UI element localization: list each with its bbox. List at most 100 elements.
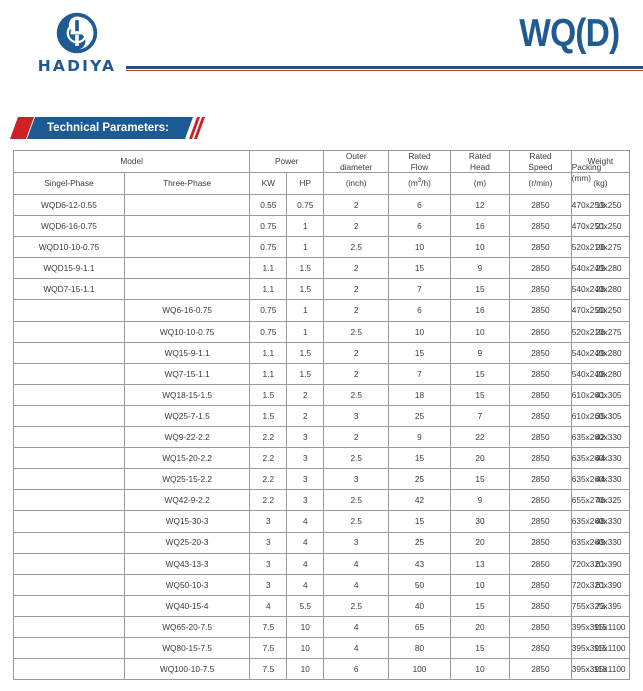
cell-outer-diameter: 3 [323, 404, 390, 428]
cell-rated-speed: 2850 [509, 320, 572, 343]
cell-single-phase [13, 299, 125, 322]
cell-rated-flow: 15 [388, 341, 451, 364]
cell-rated-speed: 2850 [509, 383, 572, 406]
cell-single-phase [13, 510, 125, 533]
column-hp: HP [286, 172, 325, 195]
cell-rated-head: 16 [449, 299, 511, 322]
cell-outer-diameter: 2.5 [323, 489, 390, 512]
cell-weight: 118 [570, 658, 631, 681]
table-header: Model Power Outer diameter Rated Flow Ra… [12, 150, 631, 195]
cell-single-phase [13, 531, 125, 554]
cell-single-phase: WQD6-16-0.75 [13, 215, 125, 238]
cell-kw: 3 [249, 552, 288, 575]
cell-rated-head: 7 [449, 404, 511, 428]
cell-hp: 10 [286, 615, 325, 638]
cell-single-phase [13, 383, 125, 406]
cell-rated-head: 10 [449, 320, 511, 343]
cell-rated-speed: 2850 [509, 236, 572, 259]
cell-weight: 61 [570, 552, 631, 575]
column-single-phase: Singel-Phase [13, 172, 125, 195]
table-row: WQD7-15-1.1 1.1 1.5 2 7 15 2850 540x240x280 28 [13, 278, 631, 301]
rated-flow-line1: Rated [408, 151, 431, 162]
table-row: WQ42-9-2.2 2.2 3 2.5 42 9 2850 655x270x325 46 [13, 489, 631, 512]
cell-rated-flow: 18 [388, 383, 451, 406]
cell-outer-diameter: 6 [323, 658, 390, 681]
cell-outer-diameter: 2.5 [323, 510, 390, 533]
cell-single-phase [13, 573, 125, 596]
table-row: WQD10-10-0.75 0.75 1 2.5 10 10 2850 520x210x275… [13, 236, 631, 259]
cell-hp: 1.5 [286, 341, 325, 364]
cell-kw: 2.2 [249, 489, 288, 512]
cell-kw: 0.75 [249, 215, 288, 238]
cell-single-phase [13, 489, 125, 512]
cell-rated-speed: 2850 [509, 299, 572, 322]
banner-slash-decoration-icon [188, 117, 205, 139]
column-rated-head-title: Rated Head [449, 150, 511, 173]
cell-single-phase [13, 552, 125, 575]
cell-rated-flow: 100 [388, 658, 451, 681]
cell-single-phase: WQD6-12-0.55 [13, 193, 125, 217]
cell-hp: 2 [286, 383, 325, 406]
cell-rated-head: 20 [449, 531, 511, 554]
cell-kw: 7.5 [249, 658, 288, 681]
column-rated-flow-title: Rated Flow [388, 150, 451, 173]
brand-wordmark: HADIYA [37, 57, 117, 75]
cell-three-phase: WQ10-10-0.75 [123, 320, 251, 343]
cell-outer-diameter: 4 [323, 552, 390, 575]
cell-rated-speed: 2850 [509, 636, 572, 660]
column-three-phase: Three-Phase [123, 172, 251, 195]
table-row: WQ25-7-1.5 1.5 2 3 25 7 2850 610x260x305 35 [13, 404, 631, 428]
technical-parameters-table-container: Model Power Outer diameter Rated Flow Ra… [12, 150, 631, 681]
cell-single-phase [13, 320, 125, 343]
cell-outer-diameter: 3 [323, 468, 390, 491]
flow-unit-exponent: 3 [417, 178, 422, 185]
cell-kw: 1.1 [249, 362, 288, 385]
cell-hp: 2 [286, 404, 325, 428]
cell-kw: 1.5 [249, 383, 288, 406]
table-row: WQ6-16-0.75 0.75 1 2 6 16 2850 470x250x250 20 [13, 299, 631, 322]
cell-rated-head: 13 [449, 552, 511, 575]
cell-hp: 1 [286, 236, 325, 259]
cell-hp: 3 [286, 489, 325, 512]
cell-kw: 2.2 [249, 426, 288, 449]
cell-hp: 10 [286, 658, 325, 681]
cell-hp: 1.5 [286, 278, 325, 301]
cell-rated-flow: 6 [388, 193, 451, 217]
cell-kw: 1.5 [249, 404, 288, 428]
cell-three-phase: WQ6-16-0.75 [123, 299, 251, 322]
cell-rated-head: 16 [449, 215, 511, 238]
cell-three-phase [123, 193, 251, 217]
cell-rated-head: 20 [449, 615, 511, 638]
cell-rated-flow: 7 [388, 278, 451, 301]
cell-three-phase: WQ65-20-7.5 [123, 615, 251, 638]
column-outer-diameter-title: Outer diameter [323, 150, 390, 173]
cell-hp: 1 [286, 299, 325, 322]
cell-kw: 7.5 [249, 615, 288, 638]
cell-rated-head: 10 [449, 573, 511, 596]
cell-hp: 5.5 [286, 594, 325, 617]
cell-rated-flow: 25 [388, 468, 451, 491]
table-body: WQD6-12-0.55 0.55 0.75 2 6 12 2850 470x250x250 1… [13, 193, 631, 681]
page-title: WQ(D) [518, 12, 620, 55]
cell-outer-diameter: 2 [323, 362, 390, 385]
cell-single-phase [13, 615, 125, 638]
table-row: WQ25-20-3 3 4 3 25 20 2850 635x260x330 49 [13, 531, 631, 554]
table-row: WQ15-30-3 3 4 2.5 15 30 2850 635x260x330 48 [13, 510, 631, 533]
cell-kw: 3 [249, 510, 288, 533]
cell-three-phase: WQ42-9-2.2 [123, 489, 251, 512]
table-row: WQ15-20-2.2 2.2 3 2.5 15 20 2850 635x260x330 44 [13, 447, 631, 470]
cell-three-phase: WQ15-9-1.1 [123, 341, 251, 364]
cell-rated-flow: 40 [388, 594, 451, 617]
cell-three-phase: WQ80-15-7.5 [123, 636, 251, 660]
cell-kw: 0.75 [249, 299, 288, 322]
cell-kw: 3 [249, 531, 288, 554]
cell-rated-speed: 2850 [509, 341, 572, 364]
cell-rated-head: 20 [449, 447, 511, 470]
cell-single-phase: WQD15-9-1.1 [13, 257, 125, 280]
cell-rated-flow: 80 [388, 636, 451, 660]
cell-rated-head: 10 [449, 658, 511, 681]
table-row: WQ7-15-1.1 1.1 1.5 2 7 15 2850 540x240x280 28 [13, 362, 631, 385]
cell-three-phase: WQ40-15-4 [123, 594, 251, 617]
cell-kw: 1.1 [249, 341, 288, 364]
cell-three-phase: WQ15-30-3 [123, 510, 251, 533]
